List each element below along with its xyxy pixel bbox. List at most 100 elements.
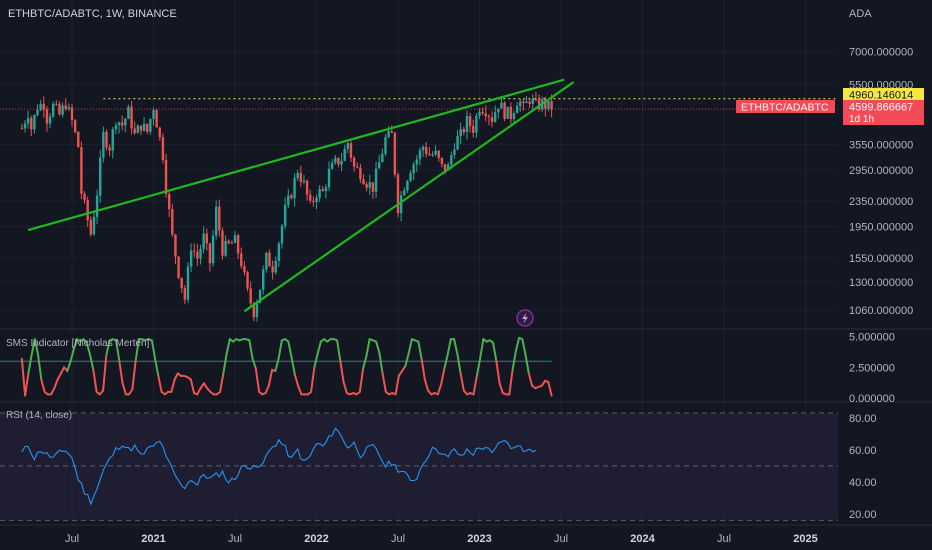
- sms-segment: [436, 383, 443, 396]
- rsi-title[interactable]: RSI (14, close): [6, 410, 72, 421]
- sms-segment: [290, 356, 296, 376]
- candle: [290, 193, 293, 200]
- candle: [171, 203, 174, 237]
- candle: [246, 270, 249, 292]
- candle: [83, 191, 86, 204]
- candle: [224, 235, 227, 257]
- price-tick-label: 3550.000000: [849, 140, 913, 152]
- last-price-tag: ETHBTC/ADABTC 4599.866667 1d 1h: [736, 100, 924, 125]
- candle: [465, 110, 469, 140]
- candle: [459, 122, 462, 145]
- candle: [374, 161, 378, 199]
- price-pane[interactable]: [0, 78, 838, 322]
- candle: [418, 147, 422, 166]
- sms-segment: [154, 357, 160, 377]
- candle: [274, 256, 277, 275]
- sms-segment: [521, 338, 527, 357]
- candle: [48, 113, 52, 129]
- price-tag-value: 4599.866667: [849, 102, 913, 114]
- sms-segment: [446, 338, 452, 357]
- currency-label: ADA: [849, 8, 872, 20]
- candle: [368, 174, 371, 196]
- candle: [305, 179, 309, 201]
- candle: [330, 159, 334, 170]
- sms-segment: [27, 354, 33, 375]
- price-axis[interactable]: 7000.0000005500.0000003550.0000002950.00…: [849, 47, 913, 317]
- candle: [186, 262, 190, 304]
- candle: [67, 103, 71, 112]
- price-tag-countdown: 1d 1h: [849, 114, 874, 125]
- sms-indicator-pane[interactable]: [0, 336, 553, 397]
- candle: [481, 107, 484, 116]
- candle: [412, 161, 415, 180]
- candle: [127, 104, 130, 120]
- candle: [359, 163, 362, 184]
- rsi-line: [21, 427, 537, 506]
- candle: [525, 95, 528, 104]
- sms-segment: [59, 366, 66, 375]
- candle: [111, 126, 114, 159]
- candle: [515, 102, 519, 114]
- candle: [440, 157, 444, 168]
- sms-axis[interactable]: 5.000000 2.500000 0.000000: [849, 332, 895, 405]
- rsi-band: [0, 413, 838, 521]
- time-tick-label: 2021: [141, 533, 165, 545]
- sms-segment: [118, 360, 124, 385]
- candle: [334, 155, 337, 165]
- sms-segment: [69, 347, 75, 363]
- candle: [490, 111, 494, 128]
- sms-segment: [365, 338, 371, 358]
- candle: [105, 129, 108, 151]
- upper-trendline[interactable]: [27, 78, 565, 232]
- sms-segment: [264, 384, 270, 395]
- candle: [302, 174, 306, 185]
- sms-segment: [50, 387, 56, 396]
- sms-segment: [196, 387, 202, 396]
- sms-segment: [277, 339, 283, 360]
- sms-segment: [423, 378, 430, 392]
- candle: [352, 155, 356, 172]
- candle: [142, 117, 146, 132]
- sms-segment: [92, 368, 98, 393]
- rsi-axis[interactable]: 80.00 60.00 40.00 20.00: [849, 413, 877, 521]
- candle: [73, 118, 77, 134]
- lower-trendline[interactable]: [243, 81, 575, 313]
- candle: [233, 231, 237, 244]
- sms-tick-label: 0.000000: [849, 393, 895, 405]
- candle: [196, 243, 199, 267]
- sms-segment: [115, 339, 121, 363]
- sms-segment: [511, 350, 517, 371]
- candle: [484, 105, 487, 122]
- candle: [202, 226, 205, 254]
- rsi-pane[interactable]: [0, 412, 838, 521]
- rsi-tick-label: 20.00: [849, 509, 877, 521]
- candle: [33, 114, 36, 134]
- candle: [167, 191, 171, 217]
- candle: [42, 96, 45, 118]
- sms-segment: [394, 374, 400, 396]
- candle: [421, 144, 425, 157]
- time-axis[interactable]: Jul 2021 Jul 2022 Jul 2023 Jul 2024 Jul 2025: [65, 533, 818, 545]
- candle: [205, 228, 208, 251]
- time-tick-label: 2024: [630, 533, 655, 545]
- candle: [26, 110, 30, 129]
- sms-segment: [134, 338, 140, 363]
- sms-segment: [456, 352, 462, 375]
- price-tick-label: 1060.000000: [849, 305, 913, 317]
- candle: [362, 174, 365, 185]
- sms-segment: [362, 355, 368, 370]
- sms-segment: [440, 367, 446, 386]
- candle: [130, 101, 133, 135]
- candle: [243, 261, 246, 276]
- candle: [158, 126, 161, 141]
- sms-segment: [498, 382, 504, 395]
- lightning-icon[interactable]: [516, 309, 534, 327]
- sms-segment: [72, 338, 79, 350]
- candle: [208, 242, 212, 272]
- sms-segment: [313, 352, 319, 369]
- candle: [349, 141, 353, 163]
- candle: [409, 170, 412, 182]
- sms-segment: [297, 384, 303, 396]
- sms-indicator-title[interactable]: SMS Indicator [Nicholas Merten]: [6, 338, 150, 349]
